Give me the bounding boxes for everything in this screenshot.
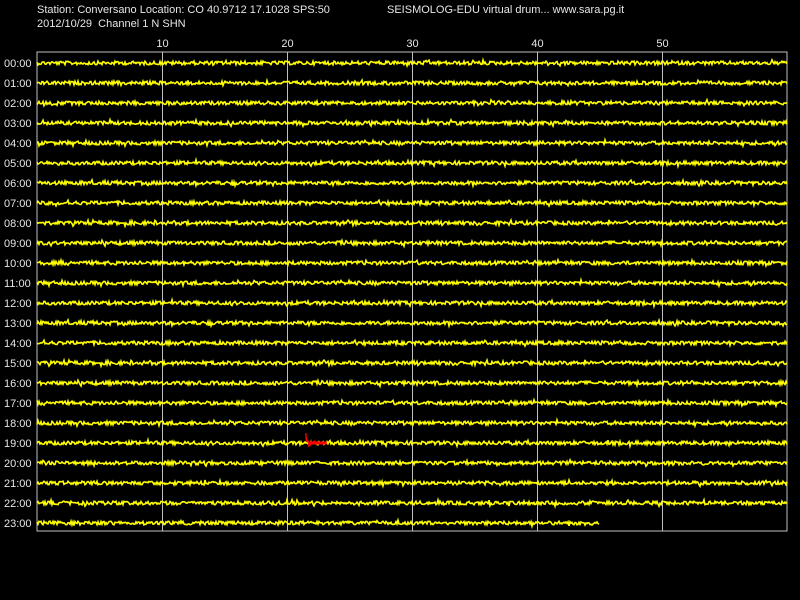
row-label: 12:00 xyxy=(4,298,32,310)
row-label: 17:00 xyxy=(4,398,32,410)
trace-row xyxy=(36,257,788,269)
trace-row xyxy=(36,156,788,170)
station-info: Station: Conversano Location: CO 40.9712… xyxy=(37,4,330,16)
trace-row xyxy=(37,357,788,369)
row-label: 07:00 xyxy=(4,198,32,210)
row-label: 14:00 xyxy=(4,338,32,350)
seismic-event-marker xyxy=(310,441,327,445)
row-label: 04:00 xyxy=(4,138,32,150)
x-tick-label: 30 xyxy=(406,38,418,50)
row-label: 08:00 xyxy=(4,218,32,230)
x-tick-label: 10 xyxy=(156,38,168,50)
date-channel-info: 2012/10/29 Channel 1 N SHN xyxy=(37,18,186,30)
trace-row xyxy=(36,496,788,510)
row-label: 20:00 xyxy=(4,458,32,470)
row-label: 16:00 xyxy=(4,378,32,390)
app-title: SEISMOLOG-EDU virtual drum... www.sara.p… xyxy=(387,4,625,16)
trace-row xyxy=(36,97,788,108)
row-label: 15:00 xyxy=(4,358,32,370)
trace-row xyxy=(36,317,788,329)
trace-row xyxy=(36,198,788,209)
trace-row xyxy=(36,77,788,89)
trace-row xyxy=(36,117,788,129)
trace-row xyxy=(36,338,788,349)
row-label: 11:00 xyxy=(4,278,31,290)
row-label: 09:00 xyxy=(4,238,32,250)
trace-row xyxy=(36,377,788,389)
row-label: 01:00 xyxy=(4,78,32,90)
trace-row xyxy=(36,237,788,249)
trace-row xyxy=(36,517,600,530)
trace-row xyxy=(36,276,788,289)
trace-row xyxy=(36,136,788,149)
traces xyxy=(36,56,788,530)
x-tick-label: 20 xyxy=(281,38,293,50)
trace-row xyxy=(36,477,788,489)
trace-row xyxy=(36,296,788,310)
row-label: 23:00 xyxy=(4,518,32,530)
row-label: 21:00 xyxy=(4,478,32,490)
row-label: 02:00 xyxy=(4,98,32,110)
trace-row xyxy=(36,397,788,409)
row-label: 03:00 xyxy=(4,118,32,130)
row-label: 22:00 xyxy=(4,498,32,510)
row-label: 18:00 xyxy=(4,418,32,430)
x-axis-ticks: 10 20 30 40 50 xyxy=(156,38,668,50)
row-label: 19:00 xyxy=(4,438,32,450)
trace-row xyxy=(36,56,788,69)
x-tick-label: 50 xyxy=(656,38,668,50)
row-label: 00:00 xyxy=(4,58,32,70)
row-label: 05:00 xyxy=(4,158,32,170)
row-label: 06:00 xyxy=(4,178,32,190)
row-label: 10:00 xyxy=(4,258,32,270)
trace-row xyxy=(36,436,788,450)
trace-row xyxy=(36,177,788,189)
row-label: 13:00 xyxy=(4,318,32,330)
x-tick-label: 40 xyxy=(531,38,543,50)
trace-row xyxy=(36,217,788,229)
grid xyxy=(36,51,788,532)
trace-row xyxy=(36,416,788,429)
row-labels: 00:00 01:00 02:00 03:00 04:00 05:00 06:00 07:00… xyxy=(4,58,32,530)
trace-row xyxy=(36,457,788,469)
